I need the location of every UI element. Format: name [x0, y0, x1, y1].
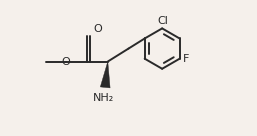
Text: O: O [61, 57, 70, 67]
Text: Cl: Cl [157, 16, 168, 26]
Polygon shape [100, 61, 110, 88]
Text: O: O [93, 24, 102, 34]
Text: NH₂: NH₂ [93, 93, 115, 103]
Text: F: F [183, 54, 189, 64]
